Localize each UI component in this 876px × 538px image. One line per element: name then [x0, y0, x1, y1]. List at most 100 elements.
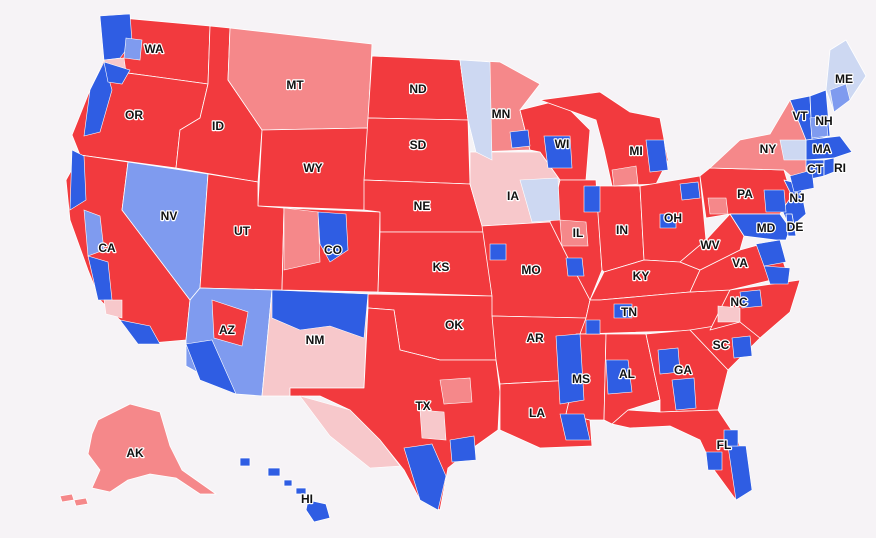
district-tx-west[interactable] — [299, 395, 401, 469]
district-wa-seattle[interactable] — [123, 37, 143, 61]
district-mo-kc[interactable] — [489, 243, 507, 261]
label-nj: NJ — [789, 191, 804, 205]
district-mi-west[interactable] — [611, 165, 639, 187]
label-de: DE — [787, 220, 804, 234]
district-il-central[interactable] — [559, 219, 589, 247]
label-nv: NV — [161, 209, 178, 223]
district-co-denver[interactable] — [317, 211, 349, 263]
district-pa-pitt[interactable] — [707, 197, 729, 215]
label-ms: MS — [572, 372, 590, 386]
state-de[interactable] — [785, 213, 797, 237]
district-ny-nyc[interactable] — [789, 169, 815, 193]
district-mn-north[interactable] — [459, 59, 493, 161]
districts-layer — [69, 13, 851, 511]
label-ga: GA — [674, 363, 692, 377]
district-oh-columbus[interactable] — [659, 213, 677, 229]
label-or: OR — [125, 108, 143, 122]
district-tx-dallas[interactable] — [439, 377, 473, 405]
district-co-west[interactable] — [283, 207, 321, 271]
label-il: IL — [573, 226, 584, 240]
label-ky: KY — [633, 269, 650, 283]
district-az-phx[interactable] — [211, 299, 249, 347]
district-tn-nashville[interactable] — [613, 303, 633, 319]
district-tx-austin[interactable] — [419, 409, 447, 441]
label-id: ID — [212, 119, 224, 133]
district-mi-detroit[interactable] — [645, 139, 669, 173]
district-ga-atlanta[interactable] — [657, 347, 681, 375]
label-mo: MO — [521, 263, 540, 277]
label-ks: KS — [433, 260, 450, 274]
label-mn: MN — [492, 107, 511, 121]
label-ma: MA — [813, 142, 832, 156]
district-fl-orlando[interactable] — [723, 429, 739, 447]
district-nc-central[interactable] — [739, 289, 763, 309]
district-me-south[interactable] — [829, 83, 851, 113]
district-va-east[interactable] — [763, 265, 791, 285]
label-ne: NE — [414, 199, 431, 213]
district-nh-west[interactable] — [809, 115, 829, 139]
label-ar: AR — [526, 331, 544, 345]
district-mo-stl[interactable] — [565, 257, 585, 277]
district-la-nola[interactable] — [559, 413, 591, 441]
district-mn-twin[interactable] — [509, 129, 531, 149]
label-pa: PA — [737, 187, 753, 201]
district-wi-madison[interactable] — [543, 135, 573, 169]
ak-islands — [59, 493, 89, 507]
district-tx-houston[interactable] — [449, 435, 477, 463]
state-mi[interactable] — [539, 91, 669, 187]
label-vt: VT — [792, 109, 808, 123]
district-ny-upstate[interactable] — [779, 139, 807, 161]
label-me: ME — [835, 72, 853, 86]
label-wy: WY — [303, 161, 322, 175]
label-ri: RI — [834, 161, 846, 175]
district-oh-cleveland[interactable] — [679, 181, 701, 201]
district-or-coast[interactable] — [83, 61, 113, 137]
label-wi: WI — [555, 137, 570, 151]
label-fl: FL — [717, 438, 732, 452]
district-tx-south[interactable] — [403, 443, 447, 511]
district-tn-memphis[interactable] — [585, 319, 601, 335]
label-in: IN — [616, 223, 628, 237]
state-ri[interactable] — [823, 157, 835, 177]
district-al-south[interactable] — [605, 359, 633, 395]
label-sc: SC — [713, 338, 730, 352]
district-or-portland[interactable] — [103, 61, 131, 85]
label-co: CO — [324, 243, 342, 257]
label-mi: MI — [629, 144, 642, 158]
state-md[interactable] — [729, 213, 791, 241]
state-hi[interactable] — [239, 457, 331, 523]
label-wa: WA — [144, 42, 164, 56]
district-ga-south[interactable] — [671, 377, 697, 411]
district-ca-la[interactable] — [103, 299, 123, 319]
label-md: MD — [757, 221, 776, 235]
label-ok: OK — [445, 318, 463, 332]
state-ak[interactable] — [87, 403, 217, 495]
district-fl-south[interactable] — [727, 445, 753, 501]
district-sc-central[interactable] — [731, 335, 753, 359]
district-ca-south[interactable] — [119, 319, 161, 345]
district-il-chicago[interactable] — [583, 185, 601, 213]
district-ca-bay[interactable] — [83, 209, 105, 257]
district-az-south[interactable] — [185, 339, 237, 395]
state-tx[interactable] — [289, 307, 501, 511]
hawaii[interactable] — [239, 457, 331, 523]
label-ct: CT — [807, 162, 824, 176]
state-labels: WA OR CA NV ID MT WY UT AZ CO NM ND SD N… — [97, 41, 854, 507]
district-va-north[interactable] — [755, 239, 787, 267]
district-ca-north[interactable] — [69, 149, 87, 211]
label-nd: ND — [409, 82, 427, 96]
label-ny: NY — [760, 142, 777, 156]
district-fl-tampa[interactable] — [705, 451, 723, 471]
label-nm: NM — [306, 333, 325, 347]
label-nh: NH — [815, 114, 832, 128]
district-nc-lean[interactable] — [717, 305, 741, 323]
district-ms-delta[interactable] — [555, 333, 585, 405]
district-pa-philly[interactable] — [763, 189, 787, 213]
label-ut: UT — [234, 224, 251, 238]
label-ak: AK — [126, 446, 144, 460]
district-nm-north[interactable] — [271, 289, 369, 339]
label-az: AZ — [219, 323, 235, 337]
alaska[interactable] — [59, 403, 217, 507]
